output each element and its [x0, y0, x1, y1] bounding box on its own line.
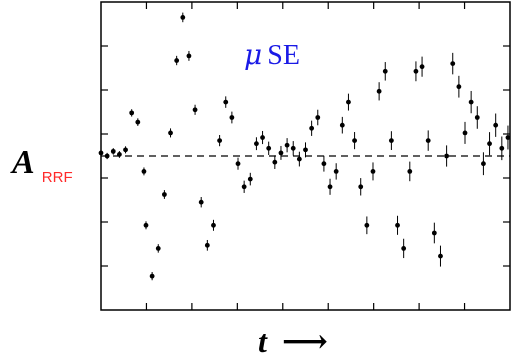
- data-point: [303, 147, 308, 153]
- data-point: [474, 115, 480, 120]
- x-axis-arrow: ⟶: [282, 323, 328, 355]
- data-point: [161, 192, 167, 197]
- data-point: [174, 58, 180, 63]
- data-point: [123, 147, 128, 153]
- data-point: [382, 68, 388, 74]
- data-point: [450, 61, 456, 66]
- x-axis-label: t ⟶: [258, 323, 328, 355]
- data-point: [425, 138, 431, 144]
- data-point: [346, 99, 351, 105]
- data-point: [284, 142, 290, 148]
- data-point: [180, 15, 186, 20]
- data-point: [419, 64, 425, 70]
- data-point: [110, 148, 116, 154]
- data-point: [155, 246, 161, 251]
- data-point: [358, 184, 364, 190]
- y-axis-label-main: A: [10, 144, 35, 181]
- data-point: [290, 145, 296, 151]
- data-point: [309, 125, 315, 131]
- data-point: [487, 141, 492, 147]
- data-point: [431, 230, 437, 236]
- data-point: [407, 169, 413, 174]
- data-point: [388, 138, 394, 144]
- data-point: [364, 222, 370, 228]
- data-point: [376, 88, 382, 94]
- data-point: [104, 153, 110, 159]
- data-point: [241, 184, 247, 190]
- data-point: [192, 107, 198, 113]
- data-point: [499, 145, 505, 151]
- data-point: [456, 84, 462, 90]
- annotation-text: SE: [267, 40, 300, 71]
- plot-annotation: μ SE: [244, 38, 300, 71]
- data-point: [493, 122, 499, 128]
- data-point: [296, 156, 302, 162]
- data-point: [186, 53, 192, 59]
- data-point: [141, 169, 147, 174]
- data-point: [444, 153, 450, 159]
- data-point: [401, 246, 407, 251]
- data-point: [413, 68, 419, 74]
- data-point: [395, 222, 400, 228]
- data-points: [98, 12, 511, 281]
- data-point: [260, 135, 265, 140]
- data-point: [339, 122, 345, 128]
- data-point: [217, 138, 223, 144]
- y-axis-label: A RRF: [10, 144, 73, 186]
- data-point: [272, 159, 278, 165]
- data-point: [168, 130, 173, 136]
- annotation-symbol: μ: [244, 38, 262, 71]
- data-point: [135, 119, 141, 125]
- data-point: [198, 199, 204, 205]
- y-axis-label-subscript: RRF: [42, 169, 73, 186]
- data-point: [278, 150, 284, 156]
- data-point: [204, 242, 210, 248]
- axis-ticks: [101, 2, 510, 310]
- data-point: [149, 273, 155, 279]
- data-point: [254, 141, 259, 147]
- data-point: [247, 176, 253, 182]
- data-point: [315, 115, 321, 120]
- data-point: [327, 184, 333, 190]
- data-point: [462, 130, 468, 136]
- data-point: [333, 169, 339, 174]
- data-point: [438, 253, 443, 259]
- data-point: [352, 138, 357, 144]
- data-point: [211, 222, 216, 228]
- x-axis-label-main: t: [258, 323, 268, 355]
- data-point: [117, 152, 122, 157]
- data-point: [370, 169, 376, 174]
- data-point: [481, 161, 486, 167]
- data-point: [235, 161, 241, 167]
- data-point: [266, 145, 272, 151]
- data-point: [229, 115, 235, 120]
- data-point: [143, 222, 149, 228]
- data-point: [505, 135, 511, 140]
- data-point: [321, 161, 327, 167]
- data-point: [98, 150, 104, 156]
- data-point: [468, 99, 474, 105]
- data-point: [129, 110, 135, 116]
- data-point: [223, 99, 229, 105]
